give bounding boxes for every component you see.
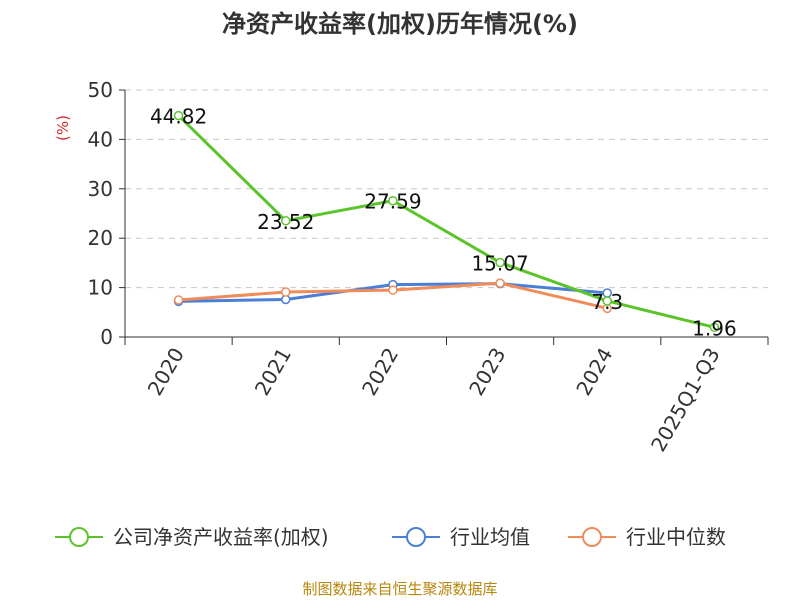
y-tick-label: 0 xyxy=(100,325,113,349)
x-tick-label: 2023 xyxy=(464,344,510,400)
legend-label: 公司净资产收益率(加权) xyxy=(113,525,329,549)
data-point[interactable] xyxy=(495,278,505,288)
y-tick-label: 50 xyxy=(88,78,113,102)
data-point[interactable] xyxy=(281,287,291,297)
legend-label: 行业均值 xyxy=(450,525,530,549)
y-axis-label: (%) xyxy=(54,115,72,141)
grid-lines xyxy=(125,89,768,289)
series-lines xyxy=(173,110,720,333)
data-point[interactable] xyxy=(709,322,720,333)
x-tick-label: 2021 xyxy=(250,344,296,400)
legend-swatch-marker xyxy=(406,527,426,547)
x-tick-label: 2020 xyxy=(143,344,189,400)
legend-label: 行业中位数 xyxy=(626,525,726,549)
y-tick-label: 40 xyxy=(88,127,113,151)
chart-title: 净资产收益率(加权)历年情况(%) xyxy=(222,10,578,38)
data-point[interactable] xyxy=(602,296,612,306)
legend-swatch-marker xyxy=(582,527,602,547)
legend-swatch-marker xyxy=(69,527,89,547)
series-line xyxy=(177,114,715,329)
data-point[interactable] xyxy=(281,216,291,226)
legend-item[interactable]: 行业均值 xyxy=(392,525,530,549)
x-tick-label: 2022 xyxy=(357,344,403,400)
axes: 0 10 20 30 40 50 (%) 2020 2021 2022 2023 2024 2025Q1… xyxy=(54,78,769,456)
legend: 公司净资产收益率(加权) 行业均值 行业中位数 xyxy=(55,525,726,549)
data-point[interactable] xyxy=(495,257,505,268)
y-tick-label: 10 xyxy=(88,276,113,300)
source-note: 制图数据来自恒生聚源数据库 xyxy=(302,580,498,598)
data-label: 1.96 xyxy=(692,316,737,340)
y-tick-label: 20 xyxy=(88,226,113,250)
data-label: 23.52 xyxy=(257,210,314,234)
x-tick-label: 2024 xyxy=(571,344,617,400)
y-tick-label: 30 xyxy=(88,177,113,201)
data-point[interactable] xyxy=(388,285,398,295)
data-label: 27.59 xyxy=(364,190,421,214)
data-labels: 44.82 23.52 27.59 15.07 7.3 1.96 xyxy=(150,105,737,341)
data-point[interactable] xyxy=(173,295,184,305)
data-label: 44.82 xyxy=(150,105,207,129)
legend-item[interactable]: 公司净资产收益率(加权) xyxy=(55,525,329,549)
x-tick-label: 2025Q1-Q3 xyxy=(646,344,725,456)
legend-item[interactable]: 行业中位数 xyxy=(568,525,726,549)
data-point[interactable] xyxy=(388,195,398,206)
data-point[interactable] xyxy=(173,110,184,121)
data-label: 7.3 xyxy=(591,290,623,314)
data-label: 15.07 xyxy=(471,252,528,276)
